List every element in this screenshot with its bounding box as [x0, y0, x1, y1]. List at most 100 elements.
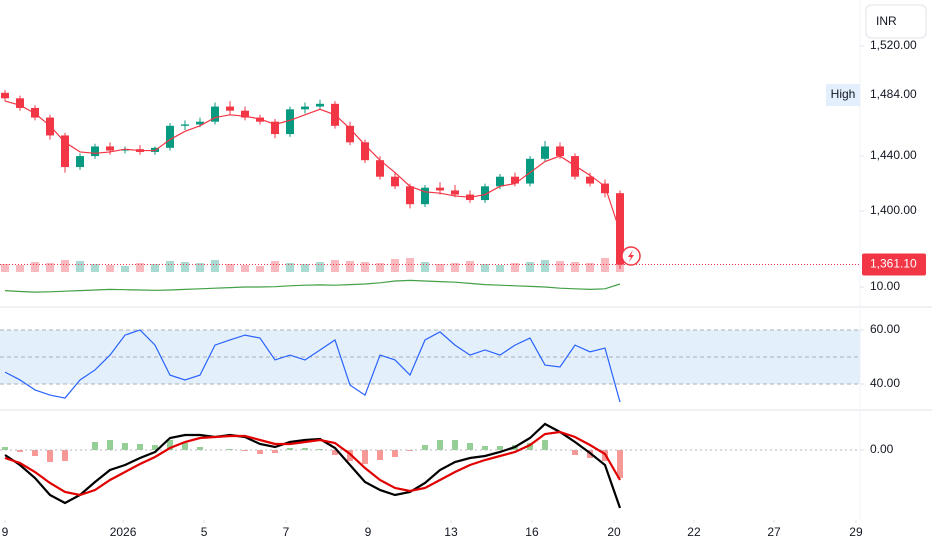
volume-bar	[571, 262, 579, 272]
volume-bar	[541, 260, 549, 272]
volume-bar	[376, 263, 384, 272]
candle-body	[1, 92, 9, 99]
candle-body	[616, 193, 624, 265]
volume-bar	[481, 264, 489, 272]
candle-body	[181, 124, 189, 126]
histogram-bar	[392, 450, 398, 457]
candle-body	[391, 176, 399, 187]
volume-bar	[511, 263, 519, 272]
volume-bar	[46, 263, 54, 272]
histogram-bar	[467, 443, 473, 450]
histogram-bar	[497, 446, 503, 450]
volume-bar	[526, 262, 534, 272]
volume-bar	[226, 264, 234, 272]
y-tick-label: 0.00	[870, 442, 894, 456]
histogram-bar	[137, 444, 143, 450]
candle-body	[451, 190, 459, 195]
volume-bar	[286, 263, 294, 272]
histogram-bar	[542, 440, 548, 450]
volume-bar	[346, 261, 354, 272]
candle-body	[541, 146, 549, 159]
candle-body	[91, 146, 99, 157]
volume-bar	[31, 262, 39, 272]
candle-body	[361, 142, 369, 161]
candle-body	[526, 158, 534, 184]
volume-bar	[106, 265, 114, 272]
currency-box[interactable]	[865, 4, 927, 39]
histogram-bar	[182, 443, 188, 450]
volume-bar	[316, 262, 324, 272]
x-tick-label: 27	[767, 525, 781, 539]
candle-body	[301, 106, 309, 110]
volume-bar	[496, 265, 504, 272]
y-tick-label: 60.00	[870, 322, 900, 336]
x-tick-label: 16	[525, 525, 539, 539]
candle-body	[376, 160, 384, 177]
volume-bar	[361, 262, 369, 272]
volume-bar	[466, 261, 474, 272]
histogram-bar	[197, 447, 203, 450]
candle-body	[106, 146, 114, 151]
high-value: 1,484.00	[870, 87, 917, 101]
currency: INR	[876, 14, 897, 28]
histogram-bar	[257, 450, 263, 454]
histogram-bar	[527, 443, 533, 450]
candle-body	[121, 149, 129, 151]
histogram-bar	[2, 447, 8, 450]
histogram-bar	[17, 450, 23, 452]
volume-bar	[301, 264, 309, 272]
histogram-bar	[287, 448, 293, 450]
high-label-box	[826, 84, 860, 106]
x-tick-label: 20	[607, 525, 621, 539]
volume-bar	[421, 262, 429, 272]
candle-body	[436, 187, 444, 191]
volume-bar	[76, 261, 84, 272]
histogram-bar	[437, 440, 443, 450]
candle-body	[316, 103, 324, 107]
y-tick-label: 40.00	[870, 376, 900, 390]
volume-bar	[166, 261, 174, 272]
histogram-bar	[572, 450, 578, 455]
candle-body	[166, 125, 174, 148]
candle-body	[586, 176, 594, 184]
high-label: High	[831, 87, 856, 101]
histogram-bar	[452, 440, 458, 450]
histogram-bar	[302, 448, 308, 450]
x-tick-label: 29	[849, 525, 863, 539]
candle-body	[496, 176, 504, 187]
histogram-bar	[617, 450, 623, 478]
candle-body	[241, 110, 249, 118]
y-tick-label: 1,440.00	[870, 148, 917, 162]
candle-body	[271, 121, 279, 135]
histogram-bar	[272, 450, 278, 453]
candle-body	[61, 135, 69, 168]
candle-body	[421, 187, 429, 205]
candle-body	[286, 109, 294, 135]
candle-body	[406, 186, 414, 205]
volume-bar	[256, 266, 264, 272]
histogram-bar	[92, 442, 98, 450]
volume-bar	[181, 262, 189, 272]
candle-body	[511, 176, 519, 184]
volume-bar	[271, 261, 279, 272]
volume-bar	[241, 265, 249, 272]
candle-body	[16, 98, 24, 108]
alert-icon[interactable]	[621, 246, 641, 266]
volume-bar	[211, 260, 219, 272]
volume-bar	[151, 264, 159, 272]
volume-bar	[601, 258, 609, 272]
x-tick-label: 5	[201, 525, 208, 539]
histogram-bar	[422, 445, 428, 450]
series-line	[4, 430, 621, 497]
volume-bar	[406, 258, 414, 272]
histogram-bar	[107, 440, 113, 450]
candle-body	[211, 106, 219, 122]
histogram-bar	[122, 443, 128, 450]
alert-bolt	[628, 250, 634, 262]
last-price-label: 1,361.10	[870, 257, 917, 271]
candle-body	[256, 117, 264, 122]
histogram-bar	[167, 440, 173, 450]
volume-bar	[436, 264, 444, 272]
